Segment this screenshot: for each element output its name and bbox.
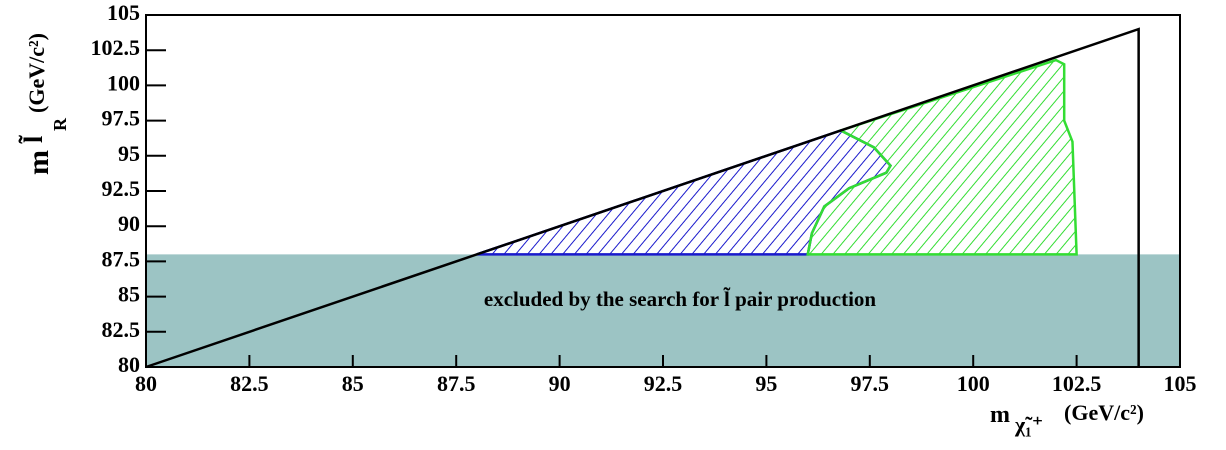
x-tick-label: 92.5 — [644, 371, 683, 396]
x-tick-label: 82.5 — [230, 371, 269, 396]
x-tick-label: 85 — [342, 371, 364, 396]
y-tick-label: 80 — [118, 352, 140, 377]
y-tick-label: 102.5 — [91, 35, 141, 60]
y-tick-label: 97.5 — [102, 106, 141, 131]
x-label-sub: χ̃₁⁺ — [1014, 412, 1043, 437]
y-tick-label: 90 — [118, 211, 140, 236]
y-tick-label: 85 — [118, 282, 140, 307]
x-label-unit: (GeV/c²) — [1064, 400, 1144, 425]
x-label-main: m — [990, 402, 1010, 428]
y-label-unit: (GeV/c²) — [24, 33, 49, 113]
boundary-line — [145, 27, 1140, 369]
x-tick-label: 80 — [135, 371, 157, 396]
y-axis-title: m l̃ R (GeV/c²) — [19, 33, 70, 175]
x-tick-label: 87.5 — [437, 371, 476, 396]
y-tick-label: 87.5 — [102, 246, 141, 271]
x-tick-label: 90 — [549, 371, 571, 396]
y-label-sub: l̃ — [19, 135, 48, 144]
region — [806, 58, 1078, 256]
y-tick-label: 82.5 — [102, 317, 141, 342]
y-tick-label: 92.5 — [102, 176, 141, 201]
x-tick-label: 105 — [1164, 371, 1197, 396]
x-tick-label: 102.5 — [1052, 371, 1102, 396]
y-tick-label: 100 — [107, 70, 140, 95]
x-tick-label: 95 — [755, 371, 777, 396]
x-tick-label: 97.5 — [851, 371, 890, 396]
x-axis-title: m χ̃₁⁺ (GeV/c²) — [990, 400, 1144, 437]
region — [146, 254, 1180, 367]
y-tick-label: 105 — [107, 0, 140, 25]
x-tick-label: 100 — [957, 371, 990, 396]
y-label-subsub: R — [50, 117, 70, 131]
annotation: excluded by the search for l̃ pair produ… — [484, 287, 877, 311]
y-label-main: m — [22, 150, 55, 175]
y-tick-label: 95 — [118, 141, 140, 166]
